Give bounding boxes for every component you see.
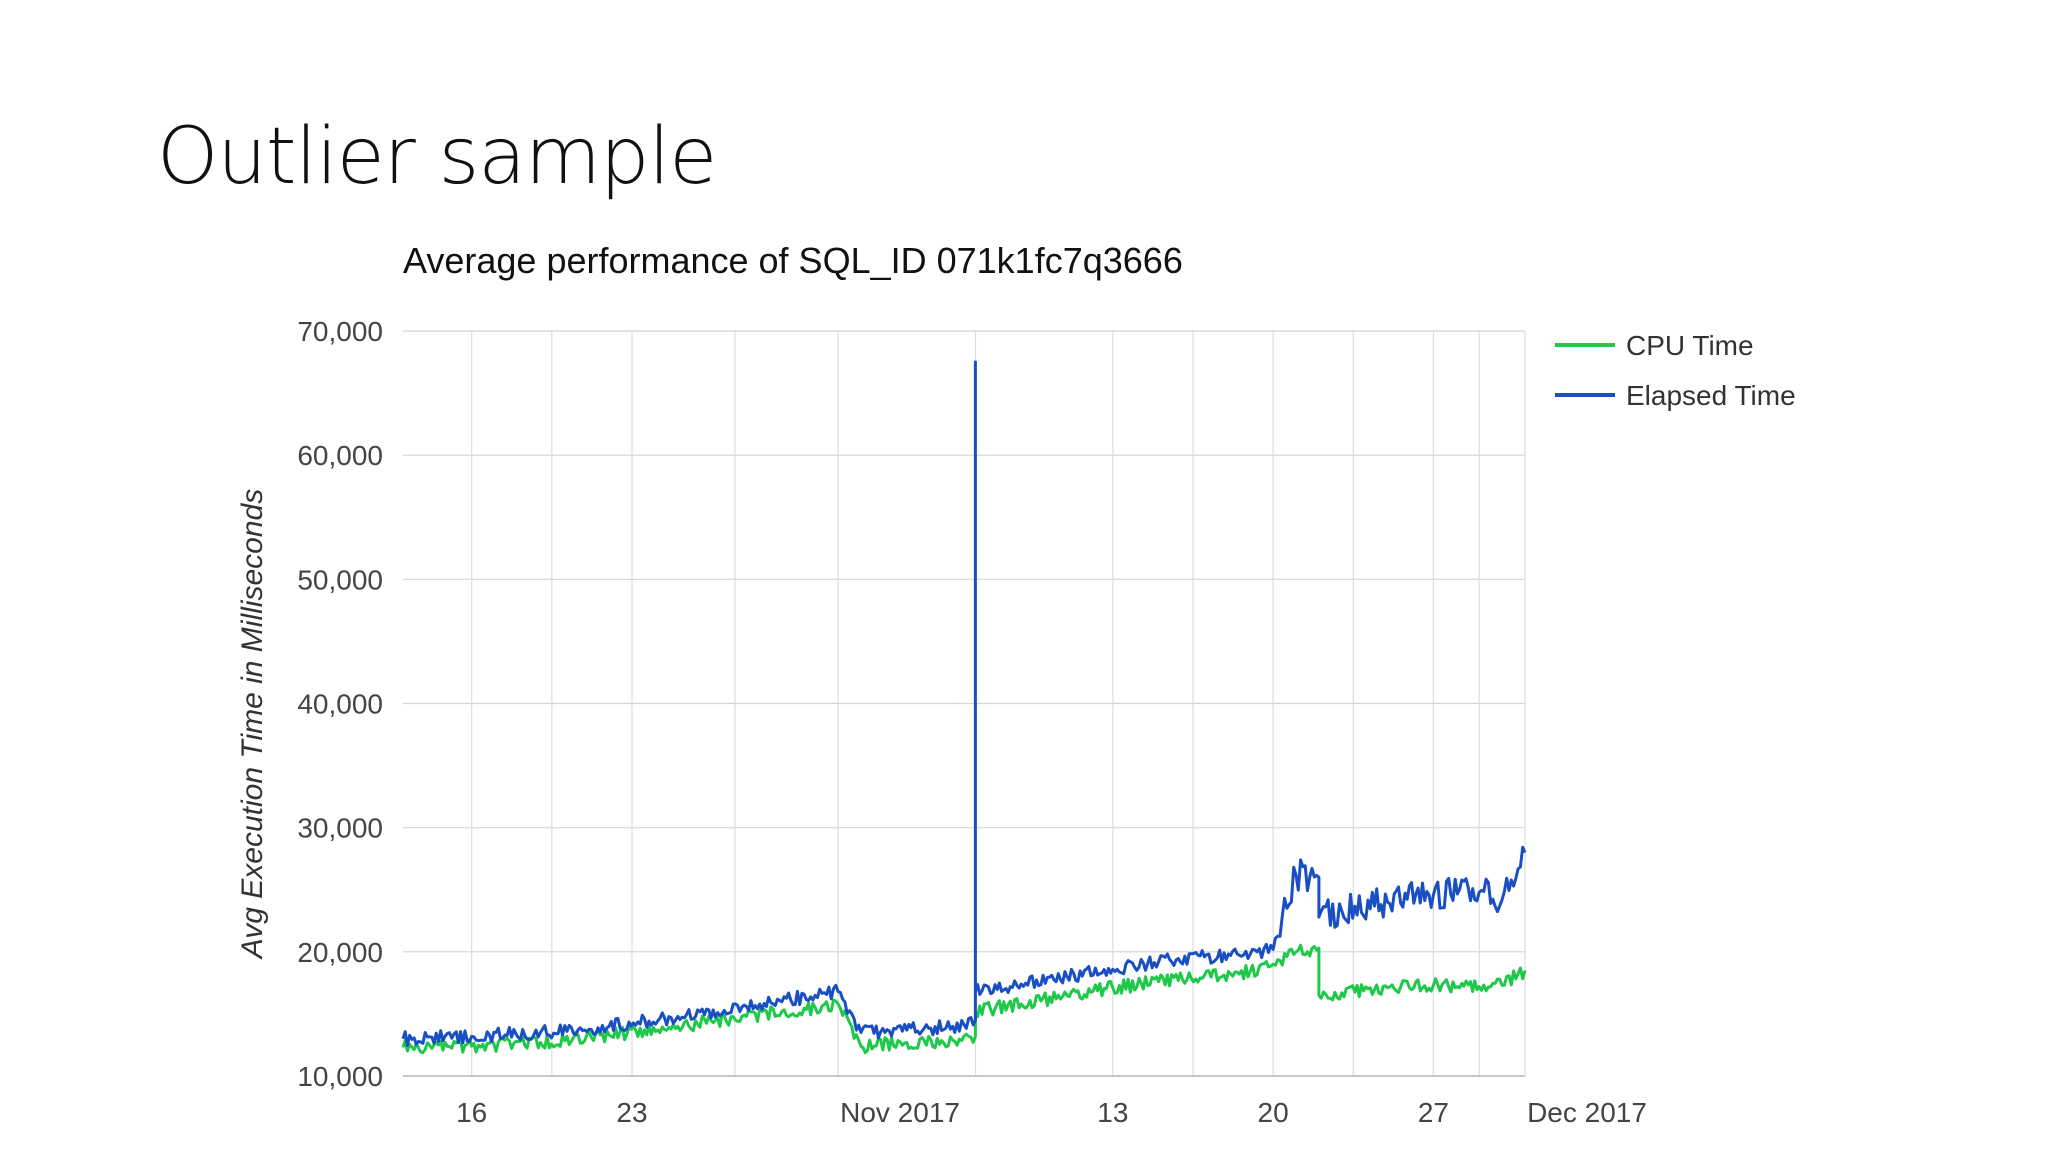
- y-tick-label: 20,000: [297, 937, 383, 968]
- x-tick-label: 16: [456, 1097, 487, 1128]
- axes: 10,000 20,000 30,000 40,000 50,000 60,000 70,0…: [236, 316, 1647, 1128]
- slide-title: Outlier sample: [157, 112, 717, 202]
- x-tick-label: 27: [1418, 1097, 1449, 1128]
- x-tick-label: 23: [616, 1097, 647, 1128]
- y-axis-title: Avg Execution Time in Milliseconds: [236, 489, 269, 960]
- series-lines: [401, 360, 1527, 1055]
- x-tick-label: 20: [1258, 1097, 1289, 1128]
- legend-label: Elapsed Time: [1626, 380, 1796, 411]
- legend: CPU Time Elapsed Time: [1555, 330, 1796, 411]
- x-tick-label: Nov 2017: [840, 1097, 960, 1128]
- y-tick-label: 50,000: [297, 564, 383, 595]
- y-tick-label: 70,000: [297, 316, 383, 347]
- x-tick-label: Dec 2017: [1527, 1097, 1647, 1128]
- x-tick-label: 13: [1097, 1097, 1128, 1128]
- chart-title: Average performance of SQL_ID 071k1fc7q3…: [403, 240, 1183, 281]
- chart-title-group: Average performance of SQL_ID 071k1fc7q3…: [403, 240, 1183, 281]
- y-tick-label: 10,000: [297, 1061, 383, 1092]
- series-line-cpu-time: [401, 943, 1527, 1055]
- y-tick-label: 40,000: [297, 689, 383, 720]
- legend-label: CPU Time: [1626, 330, 1754, 361]
- series-line-elapsed-time: [401, 360, 1527, 1047]
- y-tick-label: 60,000: [297, 440, 383, 471]
- grid: [403, 330, 1526, 1077]
- y-tick-label: 30,000: [297, 813, 383, 844]
